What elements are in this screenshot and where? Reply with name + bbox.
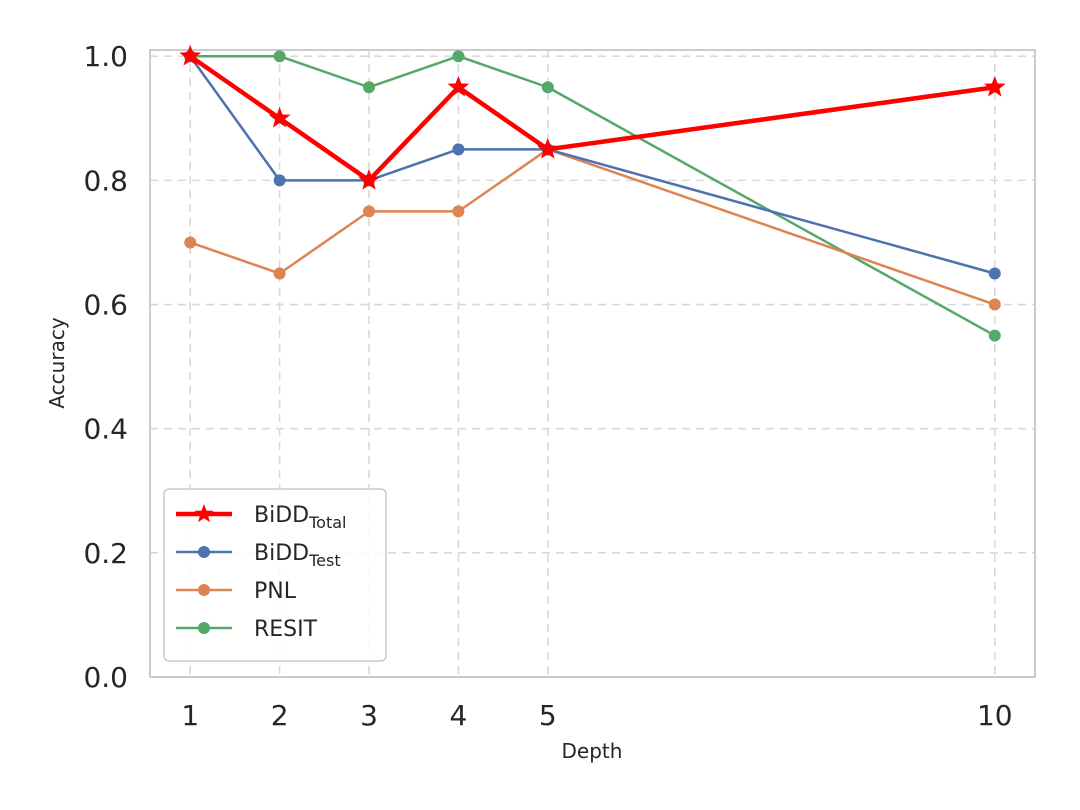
data-point-bidd-total (179, 44, 202, 66)
y-tick-label: 0.2 (83, 537, 128, 570)
data-point-bidd-total (358, 168, 380, 190)
series-resit (184, 50, 1001, 342)
y-tick-label: 0.0 (83, 661, 128, 694)
legend-item-bidd-total: BiDDTotal (176, 503, 346, 532)
data-point-resit (363, 81, 376, 94)
legend-swatch-marker (198, 622, 210, 634)
series-line-bidd-test (188, 54, 997, 275)
series-pnl (184, 143, 1001, 311)
legend-item-pnl: PNL (176, 579, 297, 604)
legend-label: BiDDTest (254, 541, 341, 570)
legend-label-name: RESIT (254, 617, 318, 642)
plot-frame (149, 49, 1036, 678)
data-point-pnl (363, 205, 376, 218)
data-point-bidd-total (447, 75, 470, 97)
x-tick-labels: 1 2 3 4 5 10 (181, 699, 1012, 732)
x-tick-label: 1 (181, 699, 199, 732)
data-point-resit (273, 50, 286, 63)
y-tick-labels: 0.0 0.2 0.4 0.6 0.8 1.0 (83, 40, 128, 694)
x-tick-label: 2 (271, 699, 289, 732)
x-axis-label: Depth (562, 739, 623, 763)
data-point-pnl (988, 298, 1001, 311)
legend-label: RESIT (254, 617, 318, 642)
legend-label-subscript: Total (308, 513, 346, 532)
legend-item-bidd-test: BiDDTest (176, 541, 341, 570)
y-tick-label: 0.6 (83, 289, 128, 322)
legend-label-name: PNL (254, 579, 297, 604)
series-line-pnl (188, 148, 997, 306)
data-point-bidd-total (268, 106, 291, 128)
series-layer (179, 44, 1006, 342)
x-tick-label: 5 (539, 699, 557, 732)
data-point-pnl (184, 236, 197, 249)
data-point-bidd-total (983, 75, 1006, 97)
series-line-resit (188, 54, 997, 337)
data-point-bidd-test (273, 174, 286, 187)
data-point-pnl (452, 205, 465, 218)
legend-swatch-marker (198, 584, 210, 596)
legend-box (163, 488, 387, 662)
y-tick-label: 1.0 (83, 40, 128, 73)
series-bidd-total (179, 44, 1006, 190)
data-point-resit (988, 329, 1001, 342)
y-axis-label: Accuracy (45, 317, 69, 408)
data-point-bidd-total (536, 137, 559, 159)
x-tick-label: 4 (449, 699, 467, 732)
legend-item-resit: RESIT (176, 617, 318, 642)
y-tick-label: 0.4 (83, 413, 128, 446)
data-point-pnl (273, 267, 286, 280)
x-tick-label: 3 (360, 699, 378, 732)
data-point-bidd-test (988, 267, 1001, 280)
series-line-bidd-total (187, 53, 998, 183)
x-tick-label: 10 (977, 699, 1013, 732)
data-point-resit (541, 81, 554, 94)
legend-label-name: BiDD (254, 541, 309, 566)
data-point-bidd-test (452, 143, 465, 156)
legend-swatch-marker (198, 546, 210, 558)
legend-label-subscript: Test (308, 551, 341, 570)
legend-label: PNL (254, 579, 297, 604)
legend-label-name: BiDD (254, 503, 309, 528)
legend-swatch-marker (194, 504, 214, 523)
y-tick-label: 0.8 (83, 164, 128, 197)
data-point-resit (452, 50, 465, 63)
legend-label: BiDDTotal (254, 503, 346, 532)
